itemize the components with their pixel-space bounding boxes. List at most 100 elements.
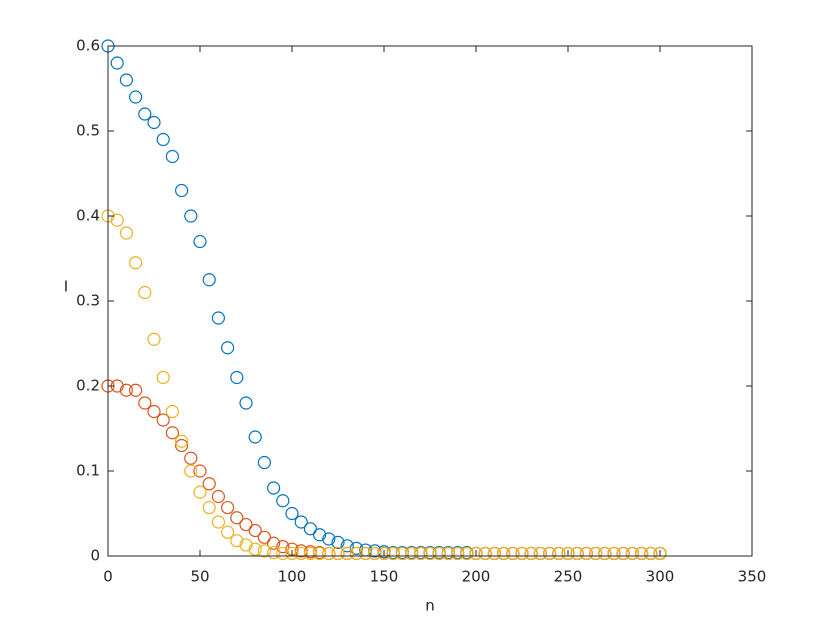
marker bbox=[267, 536, 281, 550]
marker bbox=[276, 540, 290, 554]
x-tick-label: 150 bbox=[370, 568, 399, 586]
marker bbox=[239, 517, 253, 532]
marker bbox=[211, 515, 225, 529]
marker bbox=[423, 546, 437, 561]
marker bbox=[165, 404, 179, 419]
marker bbox=[193, 485, 207, 499]
marker bbox=[625, 546, 640, 561]
marker bbox=[175, 438, 189, 453]
marker bbox=[441, 546, 455, 561]
marker bbox=[524, 546, 538, 561]
marker bbox=[506, 546, 520, 561]
marker bbox=[193, 234, 207, 249]
marker bbox=[322, 532, 336, 546]
marker bbox=[303, 522, 317, 536]
marker bbox=[119, 226, 134, 240]
marker bbox=[267, 545, 281, 560]
marker bbox=[386, 546, 400, 561]
y-tick-label: 0.5 bbox=[76, 122, 100, 140]
marker bbox=[616, 546, 630, 561]
marker bbox=[331, 535, 345, 550]
marker bbox=[285, 506, 299, 521]
marker bbox=[211, 489, 225, 504]
marker bbox=[156, 413, 170, 427]
marker bbox=[119, 383, 134, 397]
marker bbox=[515, 546, 529, 561]
marker bbox=[239, 396, 253, 410]
marker bbox=[230, 534, 244, 548]
marker bbox=[644, 546, 658, 561]
marker bbox=[138, 285, 152, 300]
x-tick-label: 50 bbox=[190, 568, 209, 586]
marker bbox=[487, 546, 501, 561]
x-tick-label: 0 bbox=[103, 568, 113, 586]
marker bbox=[607, 546, 621, 561]
marker bbox=[460, 546, 474, 561]
marker bbox=[221, 341, 235, 355]
marker bbox=[147, 332, 161, 346]
marker bbox=[147, 115, 161, 130]
marker bbox=[451, 546, 465, 561]
marker bbox=[156, 370, 170, 385]
marker bbox=[588, 546, 603, 561]
marker bbox=[248, 523, 262, 538]
marker bbox=[634, 546, 649, 561]
marker bbox=[175, 434, 189, 448]
marker bbox=[211, 311, 225, 325]
marker bbox=[285, 546, 299, 561]
marker bbox=[230, 370, 244, 385]
marker bbox=[165, 426, 179, 440]
x-tick-label: 250 bbox=[554, 568, 583, 586]
marker bbox=[469, 546, 483, 561]
y-tick-label: 0.1 bbox=[76, 462, 100, 480]
marker bbox=[184, 209, 198, 223]
marker bbox=[138, 107, 152, 121]
marker bbox=[202, 500, 216, 515]
marker bbox=[432, 546, 446, 561]
marker bbox=[359, 546, 373, 561]
marker bbox=[257, 455, 271, 470]
marker bbox=[129, 383, 143, 397]
marker bbox=[276, 494, 290, 508]
marker bbox=[193, 464, 207, 478]
x-tick-label: 350 bbox=[738, 568, 767, 586]
marker bbox=[147, 404, 161, 419]
marker bbox=[395, 546, 409, 561]
marker bbox=[184, 464, 198, 478]
y-axis-label: I bbox=[64, 278, 68, 296]
marker bbox=[478, 546, 492, 561]
marker bbox=[230, 511, 244, 525]
marker bbox=[598, 546, 612, 561]
marker bbox=[294, 515, 308, 529]
marker bbox=[239, 538, 253, 552]
marker bbox=[368, 546, 382, 561]
marker bbox=[129, 256, 143, 270]
marker bbox=[331, 546, 345, 561]
marker bbox=[340, 539, 354, 553]
marker bbox=[129, 90, 143, 104]
marker bbox=[405, 546, 419, 561]
marker bbox=[257, 530, 271, 544]
marker bbox=[156, 132, 170, 147]
marker bbox=[313, 546, 327, 561]
marker bbox=[184, 451, 198, 465]
marker bbox=[561, 546, 575, 561]
y-tick-label: 0.4 bbox=[76, 207, 100, 225]
marker bbox=[257, 544, 271, 558]
x-tick-label: 100 bbox=[278, 568, 307, 586]
marker bbox=[175, 183, 189, 198]
marker bbox=[138, 396, 152, 410]
marker bbox=[248, 430, 262, 444]
marker bbox=[552, 546, 566, 561]
marker bbox=[267, 481, 281, 495]
marker bbox=[165, 149, 179, 164]
marker bbox=[276, 546, 290, 561]
marker bbox=[119, 73, 134, 87]
marker bbox=[542, 546, 557, 561]
x-tick-label: 300 bbox=[646, 568, 675, 586]
marker bbox=[497, 546, 511, 561]
marker bbox=[653, 546, 667, 561]
y-tick-label: 0.2 bbox=[76, 377, 100, 395]
